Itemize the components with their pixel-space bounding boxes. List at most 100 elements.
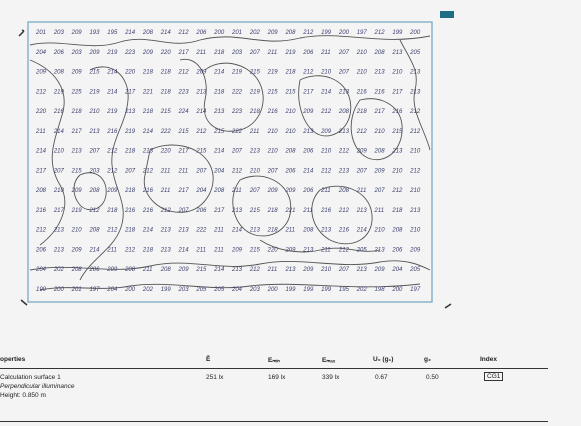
isovalue-label: 209 (267, 188, 279, 194)
isovalue-label: 217 (213, 208, 225, 214)
isovalue-label: 210 (374, 129, 386, 135)
isovalue-label: 215 (71, 168, 83, 174)
isovalue-label: 211 (320, 247, 331, 253)
isovalue-label: 212 (409, 109, 421, 115)
isovalue-label: 207 (53, 168, 65, 174)
row-index-badge[interactable]: CG1 (484, 372, 504, 381)
isovalue-label: 216 (356, 89, 368, 95)
isovalue-label: 223 (124, 50, 136, 56)
isovalue-label: 212 (142, 168, 154, 174)
isovalue-label: 210 (249, 168, 261, 174)
isovalue-label: 209 (302, 267, 314, 273)
isovalue-label: 206 (391, 247, 403, 253)
isovalue-label: 209 (142, 50, 154, 56)
isovalue-label: 213 (391, 149, 403, 155)
isovalue-label: 211 (160, 168, 171, 174)
isovalue-label: 214 (53, 129, 65, 135)
isovalue-label: 213 (409, 208, 421, 214)
isovalue-label: 208 (302, 228, 314, 234)
isovalue-label: 218 (267, 208, 279, 214)
isovalue-label: 204 (195, 188, 207, 194)
isovalue-label: 193 (89, 30, 100, 36)
isovalue-label: 221 (284, 208, 295, 214)
row-g2: 0.50 (426, 374, 439, 381)
isovalue-label: 210 (391, 168, 403, 174)
isovalue-label: 207 (88, 149, 100, 155)
isovalue-label: 209 (409, 247, 421, 253)
isovalue-label: 211 (213, 228, 224, 234)
isovalue-label: 203 (71, 50, 83, 56)
isovalue-label: 201 (35, 30, 46, 36)
isovalue-label: 208 (338, 188, 350, 194)
isovalue-label: 213 (338, 129, 350, 135)
row-e-avg: 251 lx (206, 374, 224, 381)
isovalue-label: 215 (195, 149, 207, 155)
isovalue-label: 216 (320, 208, 332, 214)
isovalue-label: 215 (213, 129, 225, 135)
isovalue-label: 219 (267, 70, 279, 76)
isovalue-label: 204 (231, 287, 243, 293)
isovalue-label: 211 (320, 50, 331, 56)
isovalue-label: 218 (284, 70, 296, 76)
isovalue-label: 214 (231, 228, 243, 234)
isovalue-label: 210 (267, 149, 279, 155)
row-e-min: 169 lx (268, 374, 286, 381)
header-index: Index (480, 356, 497, 363)
isovalue-label: 213 (409, 89, 421, 95)
isovalue-label: 202 (249, 30, 261, 36)
header-g2: g₂ (424, 356, 431, 363)
isovalue-label: 215 (88, 70, 100, 76)
isovalue-label: 211 (142, 267, 153, 273)
isovalue-label: 210 (267, 129, 279, 135)
table-bottom-divider (0, 421, 548, 422)
table-header: operties Ē Eₘᵢₙ Eₘₐₓ U₀ (g₁) g₂ Index (0, 356, 560, 366)
isovalue-label: 200 (409, 30, 421, 36)
isovalue-label: 199 (36, 287, 47, 293)
isovalue-label: 206 (302, 50, 314, 56)
isovalue-label: 211 (195, 50, 206, 56)
isovalue-label: 211 (284, 228, 295, 234)
isovalue-label: 222 (195, 228, 207, 234)
isovalue-label: 217 (178, 149, 190, 155)
isovalue-label: 205 (356, 247, 368, 253)
isovalue-label: 210 (356, 50, 368, 56)
isovalue-label: 211 (249, 129, 260, 135)
isovalue-label: 218 (356, 109, 368, 115)
isovalue-label: 212 (302, 30, 314, 36)
isovalue-label: 210 (409, 228, 421, 234)
isovalue-label: 212 (409, 168, 421, 174)
isovalue-label: 216 (391, 109, 403, 115)
isovalue-label: 210 (284, 129, 296, 135)
isovalue-label: 207 (124, 168, 136, 174)
isovalue-label: 209 (374, 267, 386, 273)
isovalue-label: 211 (213, 247, 224, 253)
isovalue-label: 213 (160, 247, 172, 253)
isovalue-label: 218 (142, 109, 154, 115)
isovalue-label: 203 (231, 50, 243, 56)
corner-mark-bottom-left (20, 299, 28, 306)
isovalue-label: 213 (338, 89, 350, 95)
isovalue-label: 207 (356, 168, 368, 174)
isovalue-label: 214 (35, 149, 47, 155)
isovalue-label: 199 (321, 30, 332, 36)
isovalue-label: 218 (71, 109, 83, 115)
isovalue-label: 213 (249, 149, 261, 155)
row-name-line2: Perpendicular illuminance (0, 383, 75, 390)
corner-mark-top-left (18, 29, 25, 37)
isovalue-label: 207 (249, 188, 261, 194)
isovalue-label: 213 (53, 228, 65, 234)
isovalue-label: 222 (231, 89, 243, 95)
isovalue-label: 219 (249, 89, 261, 95)
isovalue-label: 212 (409, 129, 421, 135)
isovalue-label: 212 (124, 247, 136, 253)
isovalue-label: 216 (106, 129, 118, 135)
isovalue-label: 220 (124, 70, 136, 76)
isovalue-label: 218 (213, 89, 225, 95)
isovalue-label: 218 (213, 50, 225, 56)
isovalue-label: 212 (195, 129, 207, 135)
isovalue-label: 210 (409, 188, 421, 194)
isovalue-label: 211 (195, 247, 206, 253)
isovalue-label: 210 (284, 109, 296, 115)
isovalue-label: 213 (53, 247, 65, 253)
isovalue-label: 211 (178, 168, 189, 174)
